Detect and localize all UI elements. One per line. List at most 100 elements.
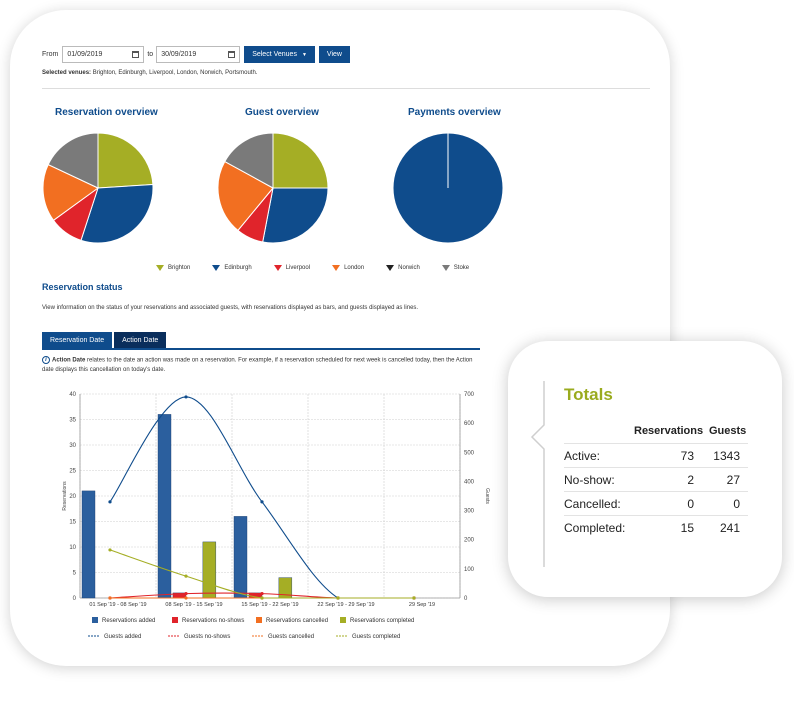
reservation-slice-edinburgh[interactable] — [80, 184, 154, 244]
calendar-icon[interactable] — [228, 51, 236, 58]
totals-row-guests: 27 — [726, 473, 740, 487]
venue-legend-label: Brighton — [168, 265, 191, 271]
from-date-input[interactable]: 01/09/2019 — [62, 46, 145, 63]
legend-label[interactable]: Reservations no-shows — [182, 618, 244, 624]
venue-legend-label: Liverpool — [285, 265, 311, 271]
selected-venues: Selected venues: Brighton, Edinburgh, Li… — [42, 70, 257, 76]
venue-legend-item[interactable]: Stoke — [441, 265, 470, 271]
line-point[interactable] — [108, 548, 112, 552]
venue-legend-label: Stoke — [453, 265, 470, 271]
divider — [42, 88, 650, 89]
bar-reservations-completed[interactable] — [202, 541, 217, 599]
totals-divider — [564, 515, 748, 516]
legend-marker-icon — [156, 265, 164, 271]
legend-swatch[interactable] — [256, 617, 262, 623]
guest-slice-london[interactable] — [217, 160, 274, 232]
x-tick-label: 15 Sep '19 - 22 Sep '19 — [241, 602, 298, 608]
reservations-column-header: Reservations — [634, 425, 704, 437]
line-point[interactable] — [412, 596, 416, 600]
y-tick-label: 0 — [73, 596, 77, 602]
legend-label[interactable]: Guests cancelled — [268, 634, 314, 640]
venue-legend-item[interactable]: Edinburgh — [212, 265, 252, 271]
reservation-slice-stoke[interactable] — [47, 132, 99, 189]
legend-label[interactable]: Reservations added — [102, 618, 155, 624]
select-venues-button[interactable]: Select Venues ▼ — [244, 46, 315, 63]
legend-marker-icon — [332, 265, 341, 271]
reservation-status-description: View information on the status of your r… — [42, 305, 419, 311]
y2-tick-label: 600 — [464, 421, 475, 427]
bar-reservations-added[interactable] — [233, 516, 248, 599]
y-tick-label: 20 — [69, 494, 76, 500]
caret-down-icon: ▼ — [301, 51, 307, 58]
payments-overview-pie — [392, 132, 504, 244]
legend-marker-icon — [441, 265, 450, 271]
action-date-note-text: relates to the date an action was made o… — [42, 357, 473, 373]
venue-legend-item[interactable]: Liverpool — [273, 265, 311, 271]
line-point[interactable] — [108, 596, 112, 600]
line-point[interactable] — [184, 596, 188, 600]
line-point[interactable] — [184, 395, 188, 399]
legend-swatch[interactable] — [172, 617, 178, 623]
payments-overview-title: Payments overview — [408, 107, 501, 118]
totals-row-reservations: 15 — [680, 521, 694, 535]
totals-row-reservations: 73 — [680, 449, 694, 463]
tab-reservation-date[interactable]: Reservation Date — [42, 332, 113, 348]
y-tick-label: 30 — [69, 443, 76, 449]
legend-label[interactable]: Reservations completed — [350, 618, 414, 624]
legend-swatch[interactable] — [340, 617, 346, 623]
info-icon: i — [42, 356, 50, 364]
venue-legend-item[interactable]: Brighton — [156, 265, 190, 271]
callout-pointer — [530, 381, 545, 567]
y-tick-label: 5 — [73, 571, 77, 577]
totals-row-reservations: 2 — [687, 473, 694, 487]
x-tick-label: 22 Sep '19 - 29 Sep '19 — [317, 602, 374, 608]
legend-label[interactable]: Guests no-shows — [184, 634, 230, 640]
to-date-input[interactable]: 30/09/2019 — [156, 46, 241, 63]
y-tick-label: 35 — [69, 418, 76, 424]
totals-row-label: No-show: — [564, 473, 615, 487]
legend-marker-icon — [273, 265, 282, 271]
line-point[interactable] — [184, 592, 188, 596]
view-button[interactable]: View — [318, 46, 350, 63]
totals-divider — [564, 491, 748, 492]
line-point[interactable] — [260, 500, 264, 504]
line-point[interactable] — [260, 592, 264, 596]
reservation-slice-london[interactable] — [42, 163, 99, 222]
y2-tick-label: 500 — [464, 450, 475, 456]
legend-marker-icon — [212, 265, 221, 271]
legend-label[interactable]: Guests completed — [352, 634, 400, 640]
totals-divider — [564, 443, 748, 444]
guest-slice-brighton[interactable] — [272, 132, 329, 189]
bar-reservations-added[interactable] — [81, 490, 96, 599]
x-tick-label: 08 Sep '19 - 15 Sep '19 — [165, 602, 222, 608]
totals-row-label: Active: — [564, 449, 601, 463]
legend-label[interactable]: Reservations cancelled — [266, 618, 328, 624]
line-point[interactable] — [336, 596, 340, 600]
line-point[interactable] — [184, 574, 188, 578]
legend-swatch[interactable] — [92, 617, 98, 623]
y-tick-label: 40 — [69, 392, 76, 398]
line-point[interactable] — [260, 596, 264, 600]
y-axis-title: Reservations — [62, 481, 68, 511]
y2-tick-label: 100 — [464, 567, 475, 573]
x-tick-label: 01 Sep '19 - 08 Sep '19 — [89, 602, 146, 608]
select-venues-label: Select Venues — [252, 51, 297, 58]
totals-title: Totals — [564, 385, 613, 404]
y2-tick-label: 300 — [464, 509, 475, 515]
venue-legend-label: Edinburgh — [224, 265, 252, 271]
legend-marker-icon — [386, 265, 395, 271]
reservation-slice-brighton[interactable] — [97, 132, 154, 189]
totals-row-label: Cancelled: — [564, 497, 621, 511]
line-point[interactable] — [108, 500, 112, 504]
venue-legend-item[interactable]: London — [332, 265, 364, 271]
tab-action-date[interactable]: Action Date — [114, 332, 167, 348]
legend-label[interactable]: Guests added — [104, 634, 141, 640]
guests-column-header: Guests — [709, 425, 747, 437]
venue-legend-item[interactable]: Norwich — [386, 265, 420, 271]
date-type-tabs: Reservation Date Action Date — [42, 332, 480, 350]
calendar-icon[interactable] — [132, 51, 140, 58]
totals-row-guests: 241 — [719, 521, 740, 535]
guest-slice-edinburgh[interactable] — [262, 187, 329, 244]
guest-slice-stoke[interactable] — [224, 132, 274, 189]
reservation-status-chart: 05101520253035400100200300400500600700Re… — [62, 392, 490, 640]
